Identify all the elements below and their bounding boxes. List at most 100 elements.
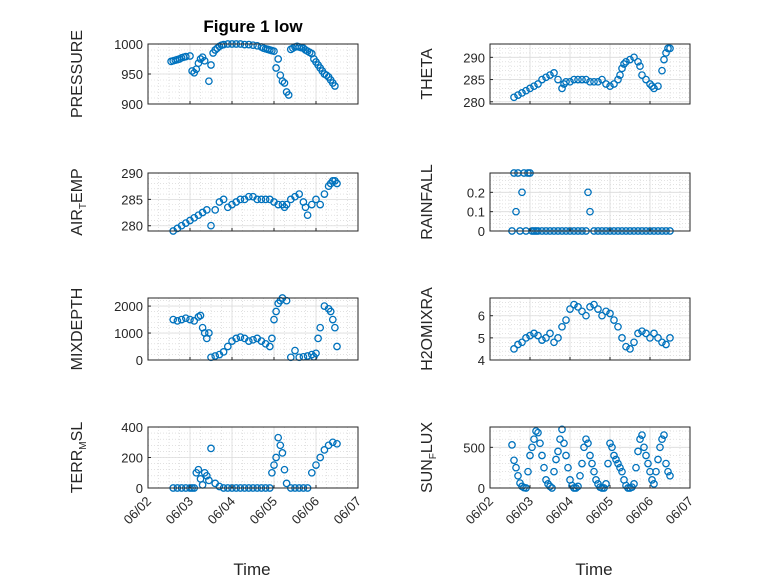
data-point [578,75,586,84]
data-point [556,435,564,444]
x-tick-label: 06/04 [543,494,577,528]
data-point [578,307,586,316]
data-point [542,334,550,342]
data-point [512,207,520,216]
axes-box [489,426,691,489]
data-point [620,60,628,68]
x-tick-label: 06/05 [247,494,281,528]
data-point [570,75,578,84]
data-point [169,315,178,324]
data-point [177,315,186,324]
data-point [636,62,644,71]
data-point [634,447,642,456]
subplot-2: 280 285 290 THETA [419,43,691,110]
data-point [188,67,196,75]
data-point [558,84,566,93]
y-axis-label: H2OMIXRA [419,287,436,371]
data-point [654,455,662,464]
data-point [582,435,590,444]
data-point [512,463,520,472]
data-point [196,55,205,63]
y-tick-label: 280 [121,219,143,234]
data-point [598,75,606,84]
data-point [219,195,228,204]
data-point [622,342,630,351]
data-point [578,459,586,468]
data-point [646,334,654,342]
data-point [331,323,339,332]
y-tick-label: 400 [121,420,143,435]
data-point [610,316,618,324]
y-axis-label: THETA [419,48,436,100]
data-point [588,459,596,468]
data-point [590,300,598,309]
data-point [219,40,228,49]
data-point [630,338,638,347]
data-point [274,200,283,209]
y-axis-label: PRESSURE [69,30,86,118]
x-tick-label: 06/03 [503,494,537,528]
data-point [211,352,220,360]
y-tick-label: 500 [463,440,485,455]
data-point [200,56,209,65]
data-point [274,433,283,442]
y-tick-label: 285 [121,192,143,207]
data-point [602,307,610,316]
data-point [552,455,560,464]
data-point [312,195,320,204]
data-point [662,459,670,468]
data-point [574,303,582,311]
data-point [560,439,568,448]
data-point [249,41,257,50]
data-point [526,331,534,340]
data-point [538,451,546,460]
data-point [514,471,522,480]
y-tick-label: 200 [121,451,143,466]
axes-box [147,172,359,232]
y-tick-label: 0 [478,481,485,496]
axes-background [490,173,690,231]
data-point [612,455,620,464]
y-tick-label: 6 [478,309,485,324]
data-point [331,82,339,90]
data-point [632,463,640,472]
data-point [295,190,304,198]
subplot-5: 0 1000 2000 MIXDEPTH [69,288,359,370]
data-point [320,446,329,454]
data-point [654,82,662,91]
data-point [574,482,582,491]
y-axis-label: SUNFLUX [419,422,439,493]
data-point [236,195,245,204]
data-point [532,427,540,435]
data-point [528,443,536,452]
axes-box [147,426,359,489]
data-point [592,476,600,484]
data-point [514,340,522,349]
axes-box [489,297,691,361]
data-point [244,40,253,49]
data-point [186,52,194,60]
data-point [524,467,532,476]
data-point [550,467,558,476]
data-point [303,211,312,220]
axes-box [489,43,691,105]
data-point [602,480,610,488]
data-point [650,329,658,338]
data-point [554,334,562,342]
data-point [272,64,280,72]
data-point [219,348,228,356]
x-tick-label: 06/03 [163,494,197,528]
data-point [194,465,203,474]
data-point [614,75,622,84]
y-axis-label: AIRTEMP [69,168,89,235]
data-point [580,443,588,452]
data-point [550,338,558,347]
data-point [658,66,666,75]
data-point [614,459,622,468]
data-point [642,75,650,84]
data-point [576,471,584,480]
data-point [650,84,658,93]
y-axis-label: TERRMSL [69,422,89,494]
x-tick-label: 06/02 [121,494,155,528]
data-point [630,480,638,488]
